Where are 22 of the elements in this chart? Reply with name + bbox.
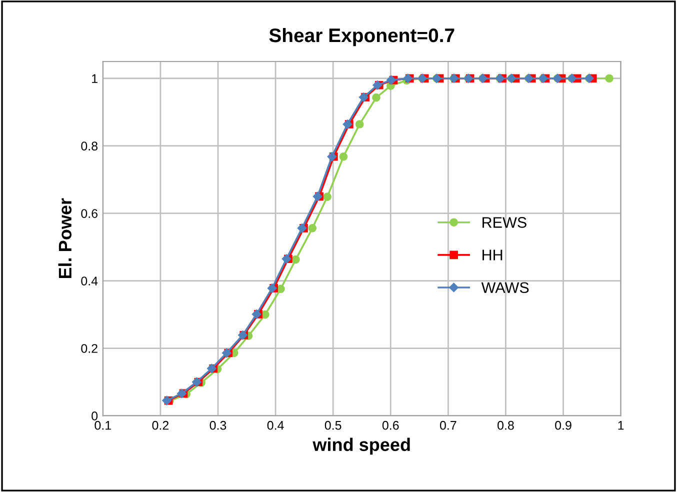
y-tick-label: 0.8: [81, 142, 98, 150]
x-tick-label: 0.1: [94, 420, 111, 430]
y-tick-label: 1: [92, 74, 98, 83]
x-tick-label: 0.4: [267, 420, 284, 430]
x-tick-label: 0.5: [324, 420, 342, 430]
x-tick-label: 0.3: [210, 420, 226, 430]
legend-label: REWS: [482, 217, 526, 228]
x-tick-label: 0.8: [498, 420, 514, 430]
y-axis-title: El. Power: [58, 198, 72, 278]
x-tick-label: 1: [618, 421, 624, 430]
x-tick-label: 0.7: [440, 420, 456, 430]
legend-label: HH: [482, 250, 502, 260]
x-tick-label: 0.9: [555, 420, 572, 430]
y-tick-label: 0.4: [81, 276, 98, 286]
y-tick-label: 0.2: [81, 344, 98, 353]
x-tick-label: 0.6: [382, 420, 399, 430]
chart-title: Shear Exponent=0.7: [269, 28, 454, 46]
x-tick-label: 0.2: [152, 420, 169, 430]
legend-label: WAWS: [481, 282, 529, 294]
y-tick-label: 0: [92, 412, 98, 420]
x-axis-title: wind speed: [312, 438, 410, 455]
y-tick-label: 0.6: [81, 209, 98, 218]
